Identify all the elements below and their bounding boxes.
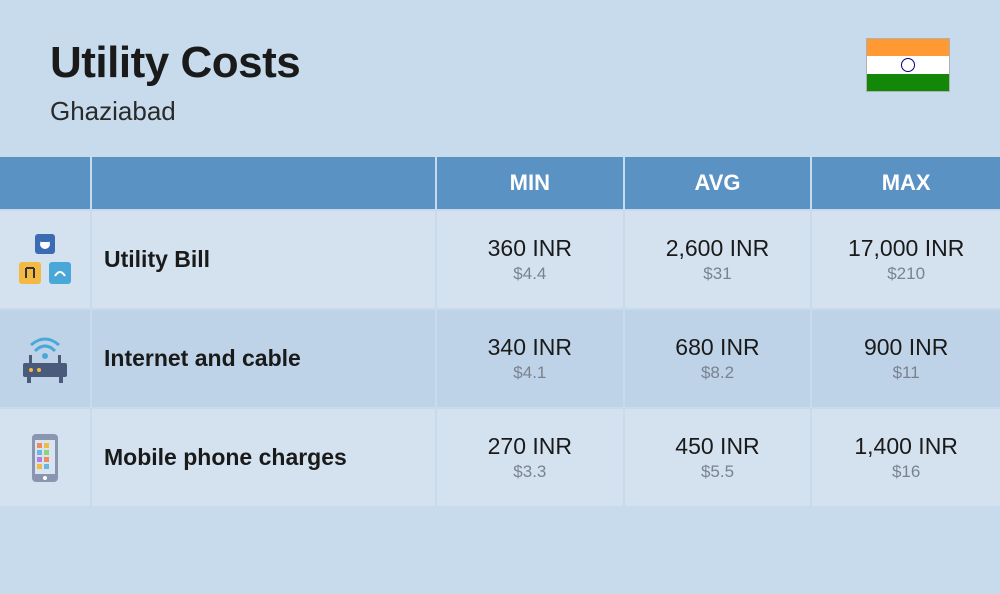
value-main: 900 INR	[864, 334, 948, 361]
value-sub: $31	[703, 264, 731, 284]
router-icon	[0, 308, 92, 407]
col-min: MIN	[437, 157, 625, 209]
value-sub: $210	[887, 264, 925, 284]
value-sub: $11	[893, 363, 920, 383]
value-main: 340 INR	[488, 334, 572, 361]
title-block: Utility Costs Ghaziabad	[50, 38, 300, 127]
value-main: 360 INR	[488, 235, 572, 262]
cell-max: 900 INR $11	[812, 308, 1000, 407]
col-avg: AVG	[625, 157, 813, 209]
value-main: 17,000 INR	[848, 235, 964, 262]
cell-max: 17,000 INR $210	[812, 209, 1000, 308]
value-sub: $5.5	[701, 462, 734, 482]
value-sub: $16	[892, 462, 920, 482]
cell-min: 340 INR $4.1	[437, 308, 625, 407]
utility-icon	[0, 209, 92, 308]
value-sub: $8.2	[701, 363, 734, 383]
value-main: 1,400 INR	[854, 433, 958, 460]
cell-min: 270 INR $3.3	[437, 407, 625, 506]
cell-max: 1,400 INR $16	[812, 407, 1000, 506]
value-sub: $3.3	[513, 462, 546, 482]
value-main: 680 INR	[675, 334, 759, 361]
phone-icon	[0, 407, 92, 506]
cell-min: 360 INR $4.4	[437, 209, 625, 308]
table-row: Mobile phone charges 270 INR $3.3 450 IN…	[0, 407, 1000, 506]
page-title: Utility Costs	[50, 38, 300, 88]
cell-avg: 680 INR $8.2	[625, 308, 813, 407]
value-main: 2,600 INR	[666, 235, 770, 262]
value-sub: $4.1	[513, 363, 546, 383]
value-main: 270 INR	[488, 433, 572, 460]
table-header-row: MIN AVG MAX	[0, 157, 1000, 209]
col-icon	[0, 157, 92, 209]
header: Utility Costs Ghaziabad	[0, 0, 1000, 157]
india-flag-icon	[866, 38, 950, 92]
row-label: Internet and cable	[92, 308, 437, 407]
table-row: Internet and cable 340 INR $4.1 680 INR …	[0, 308, 1000, 407]
value-sub: $4.4	[513, 264, 546, 284]
col-label	[92, 157, 437, 209]
row-label: Mobile phone charges	[92, 407, 437, 506]
table-row: Utility Bill 360 INR $4.4 2,600 INR $31 …	[0, 209, 1000, 308]
row-label: Utility Bill	[92, 209, 437, 308]
col-max: MAX	[812, 157, 1000, 209]
costs-table: MIN AVG MAX Utility Bill 360 INR $4.4 2,…	[0, 157, 1000, 506]
value-main: 450 INR	[675, 433, 759, 460]
page-subtitle: Ghaziabad	[50, 96, 300, 127]
cell-avg: 2,600 INR $31	[625, 209, 813, 308]
cell-avg: 450 INR $5.5	[625, 407, 813, 506]
